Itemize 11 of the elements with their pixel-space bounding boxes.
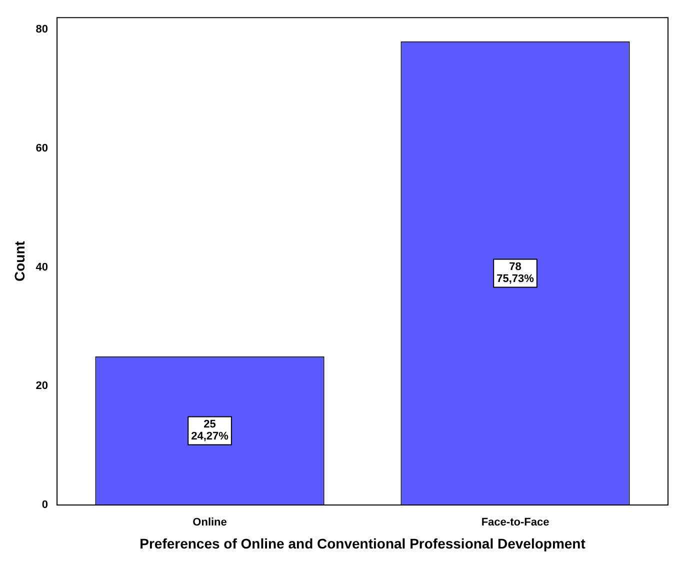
x-tick-label: Face-to-Face [481,516,550,529]
y-tick-label: 20 [36,380,48,392]
y-tick-label: 40 [36,261,48,274]
x-tick-label: Online [192,516,227,529]
x-axis-title: Preferences of Online and Conventional Professional Development [140,535,586,552]
y-axis-title: Count [11,240,28,282]
y-tick-label: 60 [36,142,48,154]
data-label: 25 24,27% [191,418,229,443]
y-tick-label: 80 [36,24,48,36]
data-label: 78 75,73% [496,261,534,286]
y-tick-label: 0 [42,499,48,512]
